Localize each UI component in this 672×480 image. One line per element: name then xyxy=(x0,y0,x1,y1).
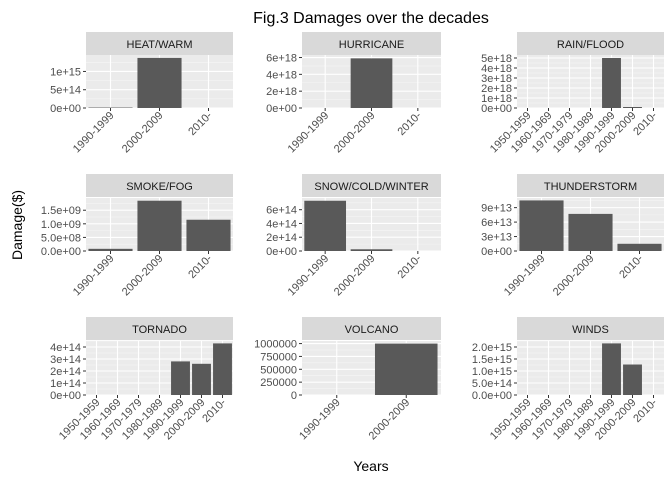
chart-title: Fig.3 Damages over the decades xyxy=(253,10,489,27)
panel-thunderstorm: THUNDERSTORM0e+003e+136e+139e+131990-199… xyxy=(481,174,664,298)
bar-thunderstorm-1990-1999 xyxy=(519,200,564,251)
y-tick-label-smoke-fog: 5.0e+08 xyxy=(41,232,81,244)
strip-label-rain-flood: RAIN/FLOOD xyxy=(557,39,624,51)
y-tick-label-tornado: 1e+14 xyxy=(50,378,81,390)
y-axis-title: Damage($) xyxy=(9,190,25,260)
panel-rain-flood: RAIN/FLOOD 0e+001e+182e+183e+184e+185e+18… xyxy=(481,32,664,155)
bar-hurricane-2000-2009 xyxy=(350,58,393,108)
strip-rain-flood xyxy=(517,32,664,55)
y-tick-label-volcano: 1000000 xyxy=(254,339,297,351)
y-tick-label-hurricane: 4e+18 xyxy=(266,69,297,81)
y-tick-label-snow-cold-winter: 4e+14 xyxy=(266,218,297,230)
y-tick-label-hurricane: 0e+00 xyxy=(266,103,297,115)
bar-winds-2000-2009 xyxy=(623,364,642,395)
bar-smoke-fog-2000-2009 xyxy=(137,200,182,251)
y-tick-label-hurricane: 6e+18 xyxy=(266,53,297,65)
y-tick-label-tornado: 4e+14 xyxy=(50,342,81,354)
y-tick-label-rain-flood: 1e+18 xyxy=(481,93,512,105)
y-tick-label-snow-cold-winter: 0e+00 xyxy=(266,246,297,258)
strip-heat-warm xyxy=(86,32,233,55)
y-tick-label-tornado: 2e+14 xyxy=(50,366,81,378)
bar-tornado-2010 xyxy=(213,343,232,395)
y-tick-label-rain-flood: 2e+18 xyxy=(481,83,512,95)
y-tick-label-snow-cold-winter: 6e+14 xyxy=(266,205,297,217)
bar-volcano-2000-2009 xyxy=(374,343,438,395)
y-tick-label-volcano: 750000 xyxy=(260,351,297,363)
strip-label-snow-cold-winter: SNOW/COLD/WINTER xyxy=(314,181,428,193)
y-tick-label-rain-flood: 3e+18 xyxy=(481,73,512,85)
bar-thunderstorm-2000-2009 xyxy=(568,213,613,251)
y-tick-label-hurricane: 2e+18 xyxy=(266,86,297,98)
bar-snow-cold-winter-2000-2009 xyxy=(350,249,393,251)
y-tick-label-smoke-fog: 1.0e+09 xyxy=(41,219,81,231)
y-tick-label-thunderstorm: 3e+13 xyxy=(481,232,512,244)
strip-label-hurricane: HURRICANE xyxy=(339,39,404,51)
strip-hurricane xyxy=(302,32,441,55)
y-tick-label-smoke-fog: 1.5e+09 xyxy=(41,205,81,217)
y-tick-label-winds: 1.0e+15 xyxy=(472,366,512,378)
strip-label-volcano: VOLCANO xyxy=(345,324,399,336)
y-tick-label-winds: 1.5e+15 xyxy=(472,354,512,366)
strip-snow-cold-winter xyxy=(302,174,441,197)
bar-smoke-fog-1990-1999 xyxy=(88,248,133,251)
strip-label-winds: WINDS xyxy=(572,324,609,336)
strip-label-heat-warm: HEAT/WARM xyxy=(127,39,193,51)
strip-tornado xyxy=(86,317,233,340)
y-tick-label-thunderstorm: 9e+13 xyxy=(481,203,512,215)
y-tick-label-winds: 5.0e+14 xyxy=(472,378,512,390)
y-tick-label-thunderstorm: 6e+13 xyxy=(481,217,512,229)
y-tick-label-heat-warm: 1e+15 xyxy=(50,66,81,78)
strip-label-tornado: TORNADO xyxy=(132,324,187,336)
bar-heat-warm-2000-2009 xyxy=(137,57,182,108)
y-tick-label-volcano: 500000 xyxy=(260,364,297,376)
strip-thunderstorm xyxy=(517,174,664,197)
y-tick-label-volcano: 0 xyxy=(291,390,297,402)
strip-label-thunderstorm: THUNDERSTORM xyxy=(544,181,637,193)
y-tick-label-thunderstorm: 0e+00 xyxy=(481,246,512,258)
y-tick-label-tornado: 3e+14 xyxy=(50,354,81,366)
strip-winds xyxy=(517,317,664,340)
bar-rain-flood-1990-1999 xyxy=(602,58,621,108)
strip-volcano xyxy=(302,317,441,340)
bar-thunderstorm-2010 xyxy=(617,243,662,251)
strip-smoke-fog xyxy=(86,174,233,197)
bar-smoke-fog-2010 xyxy=(186,219,231,251)
strip-label-smoke-fog: SMOKE/FOG xyxy=(126,181,193,193)
y-tick-label-snow-cold-winter: 2e+14 xyxy=(266,232,297,244)
bar-winds-1990-1999 xyxy=(602,343,621,395)
panel-winds: WINDS 0.0e+005.0e+141.0e+151.5e+152.0e+15… xyxy=(472,317,664,442)
y-tick-label-volcano: 250000 xyxy=(260,377,297,389)
y-tick-label-heat-warm: 5e+14 xyxy=(50,85,81,97)
y-tick-label-rain-flood: 4e+18 xyxy=(481,63,512,75)
y-tick-label-smoke-fog: 0.0e+00 xyxy=(41,246,81,258)
x-axis-title: Years xyxy=(353,458,388,474)
bar-snow-cold-winter-1990-1999 xyxy=(304,200,347,251)
y-tick-label-tornado: 0e+00 xyxy=(50,390,81,402)
y-tick-label-rain-flood: 5e+18 xyxy=(481,53,512,65)
bar-rain-flood-2000-2009 xyxy=(623,107,642,108)
y-tick-label-winds: 2.0e+15 xyxy=(472,342,512,354)
y-tick-label-rain-flood: 0e+00 xyxy=(481,103,512,115)
bar-tornado-2000-2009 xyxy=(192,363,211,395)
y-tick-label-winds: 0.0e+00 xyxy=(472,390,512,402)
y-tick-label-heat-warm: 0e+00 xyxy=(50,103,81,115)
bar-tornado-1990-1999 xyxy=(171,361,190,395)
